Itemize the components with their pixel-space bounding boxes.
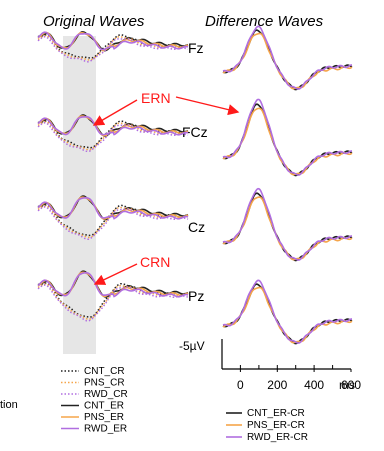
original-waves-group — [37, 31, 189, 322]
legend-label: PNS_ER — [84, 412, 124, 423]
wave-pz-cnt-cr — [37, 282, 188, 318]
legend-label: CNT_ER-CR — [247, 408, 305, 419]
wave-fcz-pns-cr — [37, 121, 189, 151]
wave-pz-pns-cr — [37, 283, 189, 320]
crn-arrow — [93, 263, 138, 285]
title-original-waves: Original Waves — [43, 13, 145, 30]
legend-label: RWD_CR — [84, 389, 128, 400]
wave-fcz-rwd-er — [37, 116, 189, 136]
highlight-window — [63, 36, 96, 354]
diff-wave-pz-rwd — [222, 279, 353, 344]
electrode-label-pz: Pz — [188, 288, 204, 304]
time-axis-tick-label: 600 — [341, 378, 361, 392]
ern-label: ERN — [141, 90, 171, 106]
time-axis-tick-label: 0 — [237, 378, 244, 392]
time-axis-ticks: 0 200 400 600 — [237, 365, 361, 392]
diff-wave-cz-rwd — [222, 187, 353, 261]
time-unit-label: ms — [339, 378, 355, 392]
legend-label: CNT_CR — [84, 366, 125, 377]
diff-wave-cz-pns — [222, 196, 353, 261]
ern-arrow-left — [92, 99, 138, 126]
wave-fz-rwd-er — [37, 31, 189, 51]
wave-fz-pns-cr — [37, 35, 189, 61]
diff-wave-fz-rwd — [222, 25, 353, 90]
ern-arrow-right — [175, 96, 240, 116]
amplitude-scale-label: -5µV — [179, 339, 205, 353]
electrode-label-cz: Cz — [188, 219, 205, 235]
legend-label: PNS_ER-CR — [247, 420, 305, 431]
wave-cz-cnt-cr — [37, 204, 188, 237]
time-axis-tick-label: 400 — [304, 378, 324, 392]
diff-wave-fcz-pns — [222, 107, 353, 176]
diff-wave-pz-pns — [222, 286, 353, 344]
wave-cz-pns-cr — [37, 205, 189, 239]
legend-label: PNS_CR — [84, 378, 125, 389]
crn-label: CRN — [140, 254, 170, 270]
electrode-label-fz: Fz — [188, 40, 204, 56]
legend-label: RWD_ER-CR — [247, 432, 308, 443]
difference-waves-group — [222, 25, 353, 345]
wave-cz-rwd-er — [37, 197, 189, 220]
time-axis-tick-label: 200 — [267, 378, 287, 392]
legend-label: CNT_ER — [84, 401, 124, 412]
diff-wave-fcz-rwd — [222, 98, 353, 176]
wave-pz-rwd-cr — [37, 284, 189, 322]
cropped-text-left: tion — [0, 399, 18, 411]
title-difference-waves: Difference Waves — [205, 13, 324, 30]
diff-wave-fz-pns — [222, 32, 353, 90]
legend-label: RWD_ER — [84, 424, 127, 435]
electrode-label-fcz: FCz — [182, 124, 208, 140]
